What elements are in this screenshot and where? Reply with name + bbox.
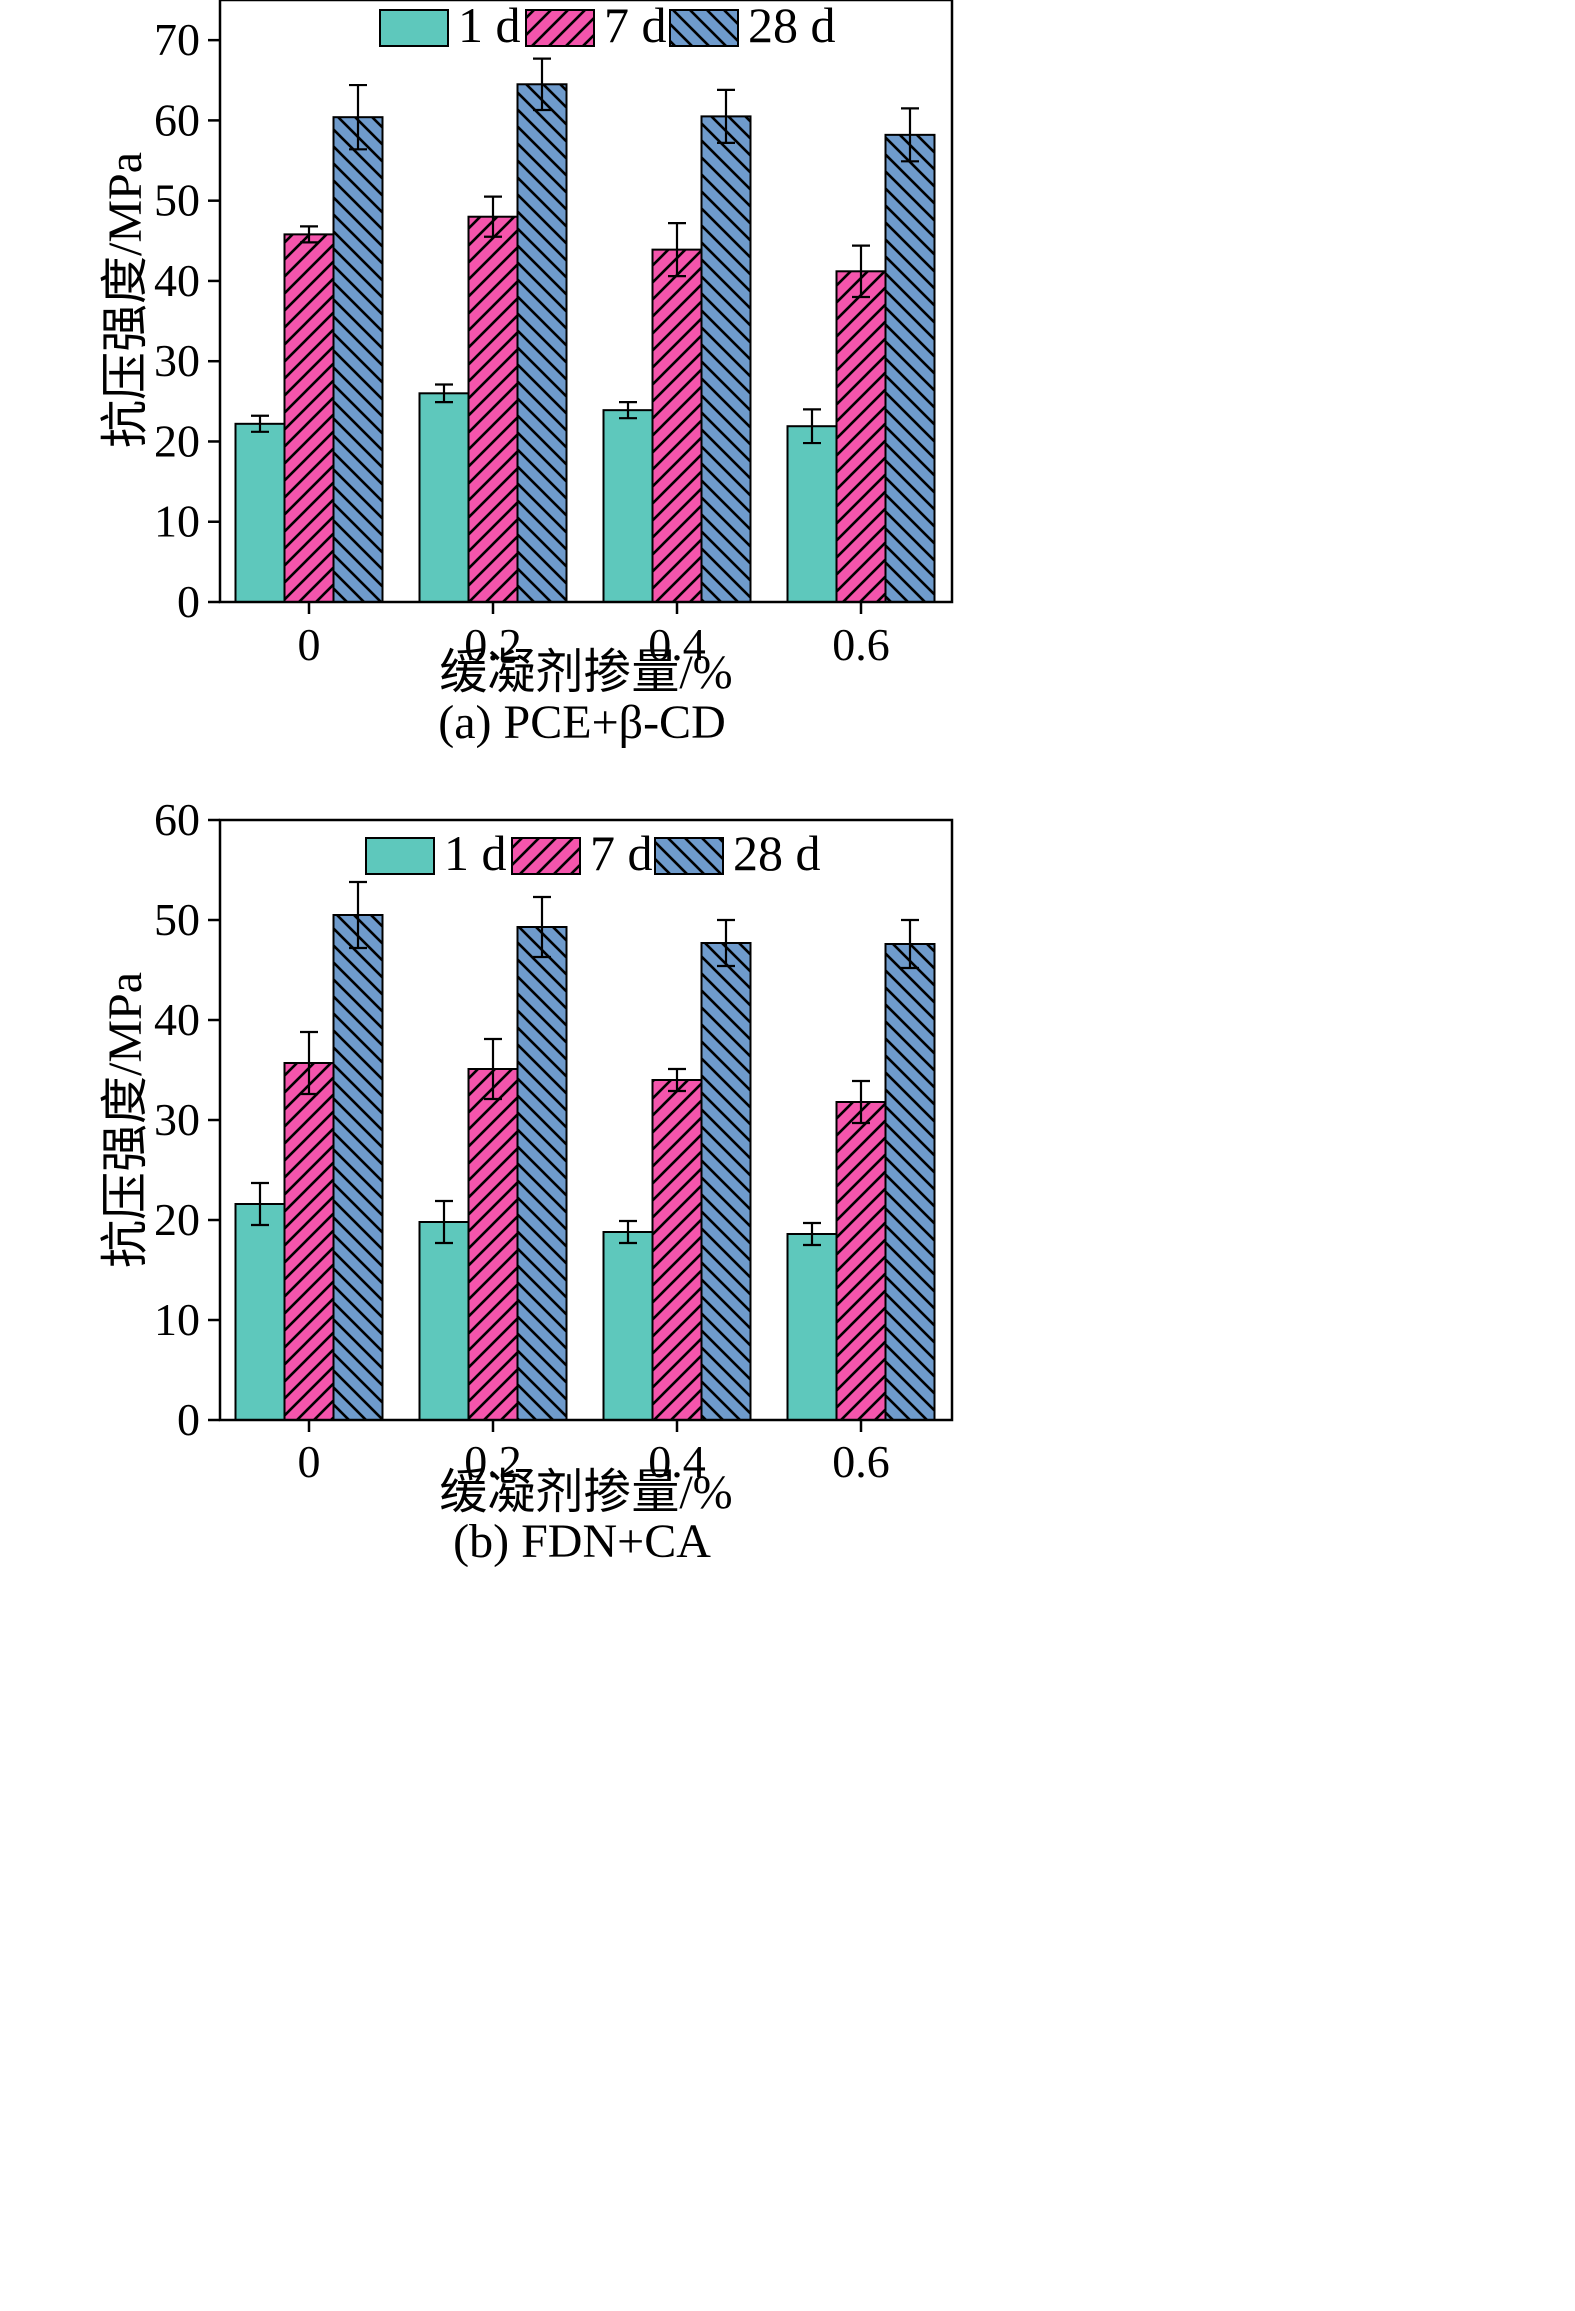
error-bar-a-7d-0.6 xyxy=(852,244,870,299)
bar-a-28d-0.4 xyxy=(700,115,752,604)
error-bar-a-7d-0.2 xyxy=(484,195,502,238)
x-tick-label: 0.2 xyxy=(464,1436,522,1487)
error-bar-b-1d-0.2 xyxy=(435,1199,453,1245)
legend-swatch xyxy=(654,837,724,875)
legend-swatch xyxy=(511,837,581,875)
legend-swatch xyxy=(365,837,435,875)
error-bar-a-1d-0 xyxy=(251,414,269,433)
bar-b-7d-0.2 xyxy=(467,1068,519,1421)
legend-label: 28 d xyxy=(733,825,821,881)
y-tick-label: 0 xyxy=(177,1394,200,1445)
error-bar-b-28d-0.2 xyxy=(533,895,551,959)
y-tick-label: 10 xyxy=(154,496,200,547)
y-tick-label: 30 xyxy=(154,335,200,386)
legend-label: 7 d xyxy=(590,825,653,881)
legend-label: 1 d xyxy=(444,825,507,881)
chart-a: 0 10 20 30 40 50 60 70 0 0.2 0.4 0.6 缓凝剂掺量/% 抗压强度/MPa… xyxy=(99,0,954,749)
y-tick-label: 0 xyxy=(177,576,200,627)
error-bar-b-28d-0.4 xyxy=(717,918,735,968)
chart-b: 0 10 20 30 40 50 60 0 0.2 0.4 0.6 缓凝剂掺量/% 抗压强度/MPa (b… xyxy=(99,794,954,1568)
bar-a-1d-0.4 xyxy=(602,409,654,603)
bar-a-28d-0 xyxy=(332,116,384,603)
bar-a-1d-0.6 xyxy=(786,425,838,603)
error-bar-a-1d-0.4 xyxy=(619,401,637,420)
error-bar-b-7d-0.6 xyxy=(852,1079,870,1125)
legend-label: 1 d xyxy=(458,0,521,53)
y-tick-label: 60 xyxy=(154,94,200,145)
bar-b-28d-0.4 xyxy=(700,942,752,1421)
y-tick-label: 40 xyxy=(154,994,200,1045)
error-bar-b-7d-0.4 xyxy=(668,1067,686,1093)
y-tick-label: 10 xyxy=(154,1294,200,1345)
bar-a-28d-0.6 xyxy=(884,133,936,604)
bar-a-7d-0.2 xyxy=(467,215,519,603)
x-tick-label: 0.2 xyxy=(464,619,522,670)
error-bar-a-7d-0 xyxy=(300,225,318,244)
error-bar-b-1d-0.6 xyxy=(803,1221,821,1247)
y-tick-label: 70 xyxy=(154,14,200,65)
panel-caption: (a) PCE+β-CD xyxy=(438,696,725,749)
legend-label: 28 d xyxy=(748,0,836,53)
y-axis-label: 抗压强度/MPa xyxy=(99,152,152,448)
bar-b-28d-0.2 xyxy=(516,926,568,1421)
error-bar-a-7d-0.4 xyxy=(668,222,686,278)
legend-a: 1 d 7 d 28 d xyxy=(379,0,836,53)
legend-label: 7 d xyxy=(604,0,667,53)
error-bar-a-28d-0.4 xyxy=(717,88,735,144)
error-bar-a-28d-0 xyxy=(349,83,367,151)
x-tick-label: 0.4 xyxy=(648,1436,706,1487)
y-tick-label: 50 xyxy=(154,894,200,945)
panel-caption: (b) FDN+CA xyxy=(453,1515,711,1568)
plot-frame-a xyxy=(218,0,954,604)
error-bar-b-7d-0 xyxy=(300,1030,318,1096)
bar-a-7d-0.4 xyxy=(651,248,703,603)
x-axis-label: 缓凝剂掺量/% xyxy=(439,646,732,699)
error-bar-b-7d-0.2 xyxy=(484,1037,502,1101)
bar-a-28d-0.2 xyxy=(516,83,568,603)
error-bar-b-28d-0 xyxy=(349,880,367,950)
x-tick-label: 0 xyxy=(298,1436,321,1487)
y-tick-label: 20 xyxy=(154,1194,200,1245)
y-tick-label: 60 xyxy=(154,794,200,845)
error-bar-a-28d-0.2 xyxy=(533,57,551,112)
y-tick-label: 30 xyxy=(154,1094,200,1145)
bar-b-7d-0 xyxy=(283,1062,335,1421)
error-bar-b-1d-0.4 xyxy=(619,1219,637,1245)
legend-b: 1 d 7 d 28 d xyxy=(365,825,821,881)
x-tick-label: 0.6 xyxy=(832,619,890,670)
y-axis-label: 抗压强度/MPa xyxy=(99,972,152,1268)
error-bar-a-1d-0.2 xyxy=(435,383,453,404)
bar-a-7d-0.6 xyxy=(835,270,887,603)
error-bar-b-1d-0 xyxy=(251,1181,269,1227)
error-bar-a-28d-0.6 xyxy=(901,107,919,163)
y-tick-label: 40 xyxy=(154,255,200,306)
bar-a-7d-0 xyxy=(283,233,335,603)
bar-b-1d-0.6 xyxy=(786,1233,838,1421)
legend-swatch xyxy=(379,9,449,47)
bar-b-28d-0.6 xyxy=(884,943,936,1421)
x-axis-label: 缓凝剂掺量/% xyxy=(439,1466,732,1519)
bar-b-28d-0 xyxy=(332,914,384,1421)
error-bar-a-1d-0.6 xyxy=(803,408,821,445)
error-bar-b-28d-0.6 xyxy=(901,918,919,970)
x-tick-label: 0 xyxy=(298,619,321,670)
x-tick-label: 0.6 xyxy=(832,1436,890,1487)
y-tick-label: 20 xyxy=(154,415,200,466)
bar-b-1d-0 xyxy=(234,1203,286,1421)
legend-swatch xyxy=(525,9,595,47)
bar-b-1d-0.2 xyxy=(418,1221,470,1421)
bar-b-7d-0.4 xyxy=(651,1079,703,1421)
bar-b-1d-0.4 xyxy=(602,1231,654,1421)
legend-swatch xyxy=(669,9,739,47)
bar-a-1d-0 xyxy=(234,422,286,604)
x-tick-label: 0.4 xyxy=(648,619,706,670)
bar-b-7d-0.6 xyxy=(835,1101,887,1421)
y-tick-label: 50 xyxy=(154,175,200,226)
bar-a-1d-0.2 xyxy=(418,392,470,603)
